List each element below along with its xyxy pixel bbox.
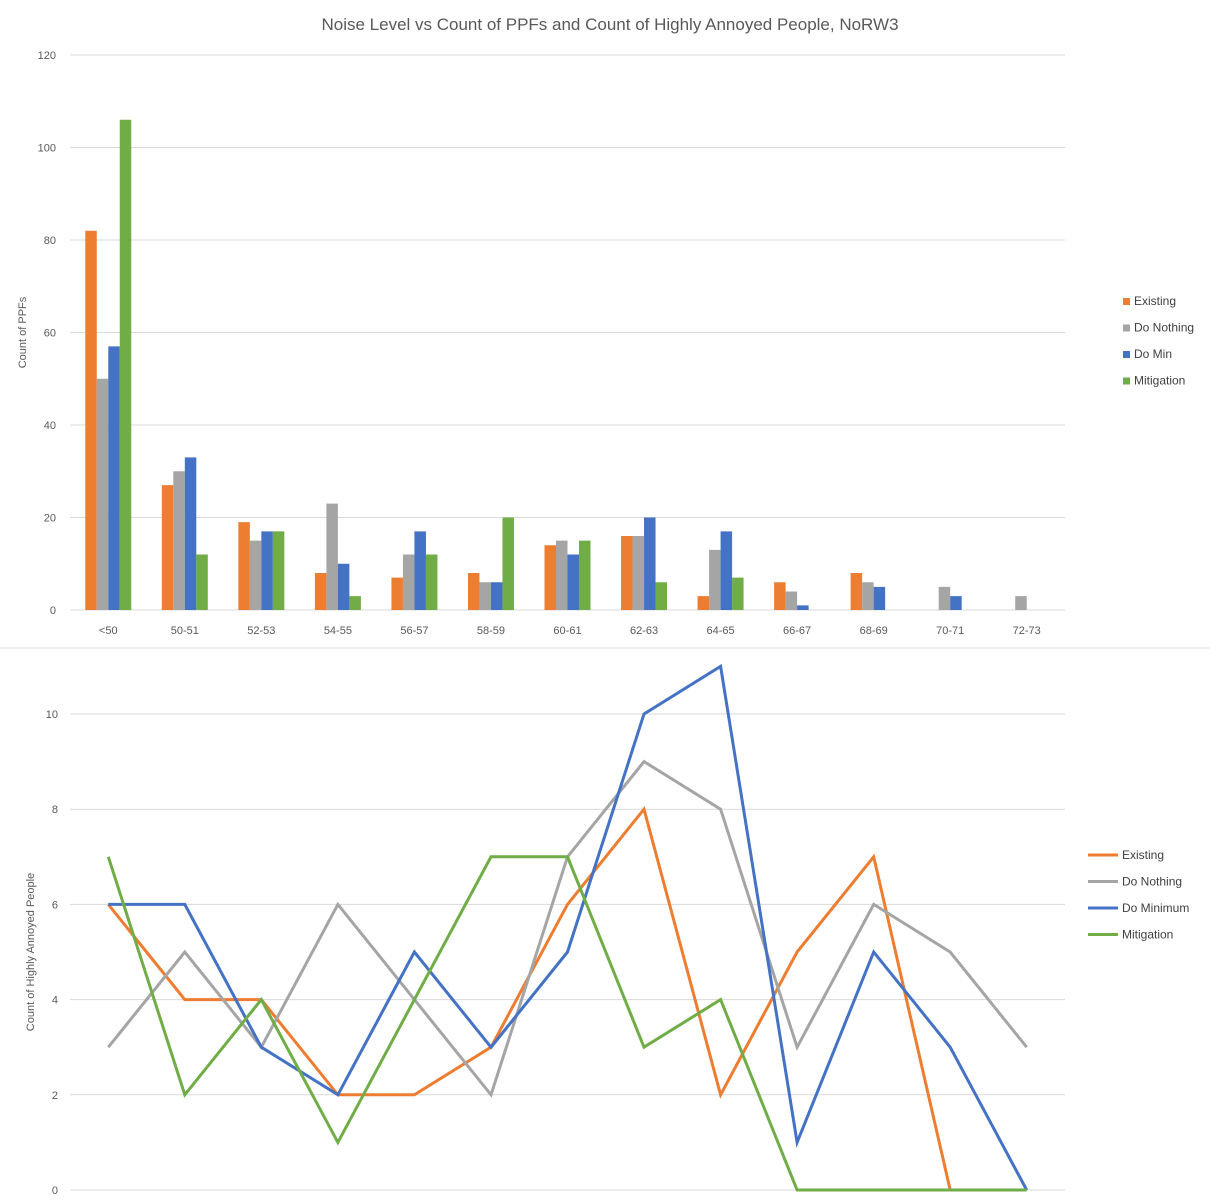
bar-existing-62-63	[621, 536, 633, 610]
x-tick-label: <50	[99, 625, 118, 637]
x-tick-label: 52-53	[247, 625, 275, 637]
y-tick-label: 4	[52, 995, 58, 1007]
bar-do-min-64-65	[720, 531, 733, 610]
bar-existing-66-67	[774, 582, 786, 610]
bar-existing-56-57	[391, 577, 403, 610]
x-tick-label: 58-59	[477, 625, 505, 637]
bar-do-min-50-51	[184, 457, 197, 610]
bar-existing-50	[85, 230, 97, 610]
bar-do-nothing-54-55	[326, 503, 338, 610]
bar-do-nothing-58-59	[479, 582, 491, 610]
x-tick-label: 50-51	[171, 625, 199, 637]
y-tick-label: 0	[52, 1185, 58, 1197]
line-mitigation	[106, 855, 1027, 1192]
x-tick-label: 60-61	[553, 625, 581, 637]
x-tick-label: 72-73	[1013, 625, 1041, 637]
bar-do-min-68-69	[873, 586, 886, 610]
legend-label: Mitigation	[1122, 928, 1173, 942]
bar-legend: Existing Do Nothing Do Min Mitigation	[1123, 294, 1194, 388]
chart-title: Noise Level vs Count of PPFs and Count o…	[321, 15, 898, 34]
bar-do-nothing-56-57	[402, 554, 415, 610]
y-tick-label: 80	[44, 235, 56, 247]
bar-do-nothing-66-67	[785, 591, 798, 610]
bar-mitigation-60-61	[579, 540, 591, 610]
y-tick-label: 60	[44, 328, 56, 340]
x-tick-label: 70-71	[936, 625, 964, 637]
bar-existing-54-55	[314, 573, 327, 610]
y-axis-label: Count of Highly Annoyed People	[25, 873, 37, 1031]
bar-mitigation-50-51	[196, 554, 208, 610]
bar-do-min-58-59	[490, 582, 503, 610]
bar-do-min-66-67	[797, 605, 809, 610]
bar-mitigation-62-63	[655, 582, 668, 610]
y-tick-label: 0	[50, 605, 56, 617]
legend-label: Mitigation	[1134, 374, 1185, 388]
bar-existing-58-59	[467, 573, 480, 610]
x-tick-label: 62-63	[630, 625, 658, 637]
bar-do-nothing-64-65	[709, 549, 721, 610]
y-tick-label: 8	[52, 804, 58, 816]
legend-label: Do Min	[1134, 347, 1172, 361]
bar-existing-68-69	[850, 573, 863, 610]
bar-do-nothing-50-51	[173, 471, 185, 610]
bar-do-nothing-60-61	[556, 540, 568, 610]
legend-label: Do Minimum	[1122, 901, 1189, 915]
legend-swatch	[1123, 324, 1130, 332]
bar-do-min-50	[108, 346, 120, 610]
bar-do-min-54-55	[337, 563, 350, 610]
x-tick-label: 68-69	[860, 625, 888, 637]
bar-do-nothing-62-63	[632, 536, 645, 610]
bar-existing-50-51	[161, 485, 174, 610]
bar-do-nothing-72-73	[1015, 596, 1027, 610]
bar-do-nothing-50	[96, 378, 109, 610]
bar-do-nothing-70-71	[938, 586, 951, 610]
bar-do-min-70-71	[950, 596, 962, 610]
legend-label: Existing	[1134, 294, 1176, 308]
bar-mitigation-64-65	[732, 577, 744, 610]
bar-do-nothing-68-69	[862, 582, 874, 610]
y-tick-label: 120	[38, 50, 56, 62]
bar-existing-52-53	[238, 522, 250, 610]
bar-mitigation-56-57	[425, 554, 438, 610]
y-tick-label: 6	[52, 899, 58, 911]
bar-do-nothing-52-53	[249, 540, 262, 610]
line-legend: Existing Do Nothing Do Minimum Mitigation	[1088, 848, 1189, 942]
y-tick-label: 20	[44, 513, 56, 525]
legend-label: Existing	[1122, 848, 1164, 862]
line-do-minimum	[108, 663, 1029, 1191]
y-tick-label: 2	[52, 1090, 58, 1102]
bar-mitigation-58-59	[502, 517, 514, 610]
legend-label: Do Nothing	[1122, 875, 1182, 889]
bar-do-min-62-63	[644, 517, 656, 610]
legend-swatch	[1123, 298, 1130, 305]
legend-label: Do Nothing	[1134, 321, 1194, 335]
bar-do-min-60-61	[567, 554, 579, 610]
line-chart: 0 2 4 6 8 10 Count of Highly Annoyed People Exi…	[25, 663, 1189, 1197]
x-tick-label: 56-57	[400, 625, 428, 637]
x-tick-label: 64-65	[707, 625, 735, 637]
bar-do-min-52-53	[261, 531, 273, 610]
legend-swatch	[1123, 377, 1130, 385]
y-tick-label: 100	[38, 143, 56, 155]
bar-existing-60-61	[544, 545, 556, 610]
y-tick-label: 10	[46, 709, 58, 721]
bar-mitigation-52-53	[272, 531, 285, 610]
x-tick-label: 54-55	[324, 625, 352, 637]
bar-mitigation-50	[119, 119, 132, 610]
y-tick-label: 40	[44, 420, 56, 432]
x-tick-label: 66-67	[783, 625, 811, 637]
bar-do-min-56-57	[414, 531, 426, 610]
bar-existing-64-65	[697, 596, 710, 610]
bar-chart: 0 20 40 60 80 100 120 <50 50-51 52-53 54-55 56-57 58…	[17, 50, 1194, 637]
legend-swatch	[1123, 351, 1130, 358]
bar-mitigation-54-55	[349, 596, 361, 610]
y-axis-label: Count of PPFs	[17, 296, 29, 368]
